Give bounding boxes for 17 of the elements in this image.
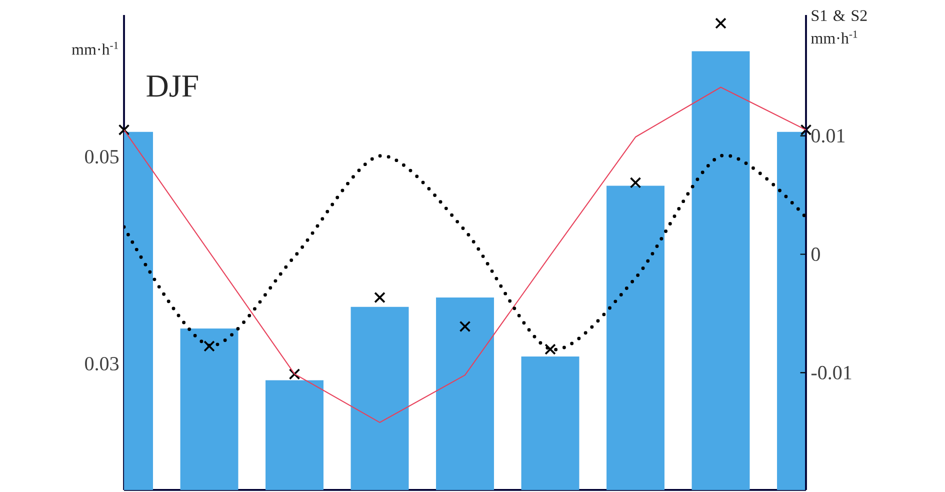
point (459, 320, 471, 332)
y-tick-label: 0.03 (85, 356, 119, 371)
point (118, 124, 130, 136)
point (544, 344, 556, 355)
y2-tick-label: 0.01 (811, 129, 845, 143)
y-axis-title: mm·h$^{-1}$ (72, 42, 118, 55)
point (204, 340, 215, 352)
point (715, 18, 726, 29)
y-tick-label: 0.05 (85, 150, 119, 164)
text: DJF (146, 76, 198, 97)
line-series (124, 154, 806, 351)
y2-tick-label: -0.01 (811, 366, 852, 380)
point (288, 368, 300, 380)
y2-axis-title: S1 & S2 mm·h$^{-1}$ (811, 10, 867, 44)
point (630, 176, 642, 188)
point (374, 292, 386, 304)
y2-tick-label: 0 (811, 248, 820, 262)
